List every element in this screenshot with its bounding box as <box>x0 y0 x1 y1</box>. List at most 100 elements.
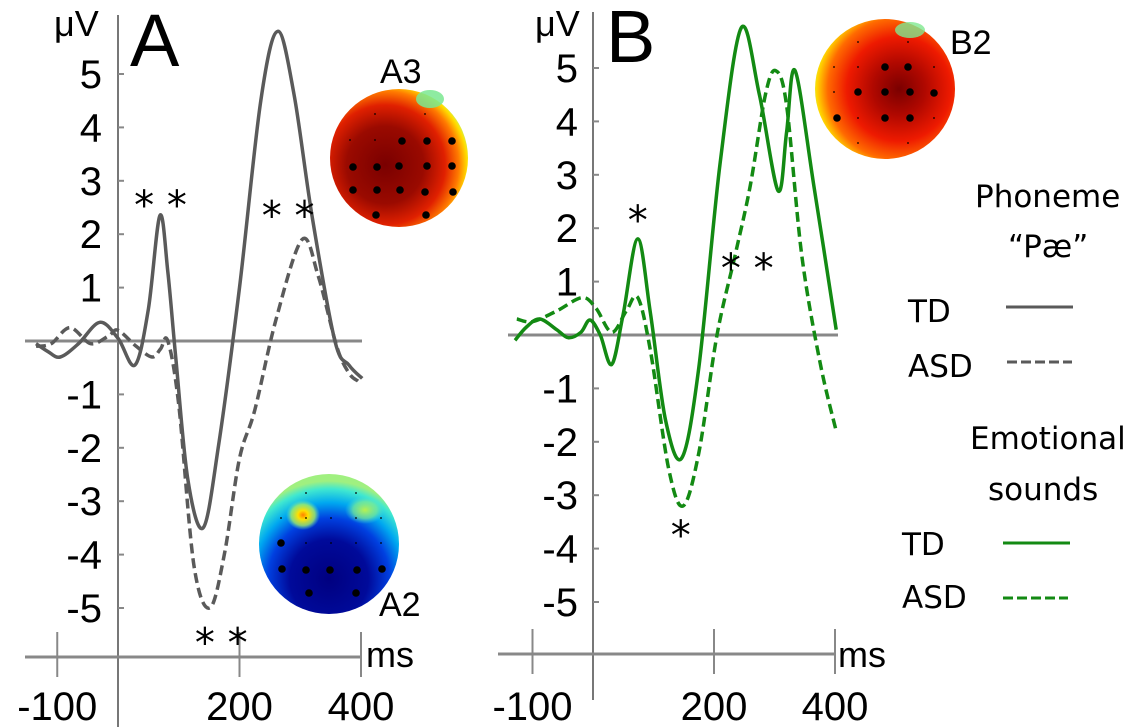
electrode-significant <box>904 63 912 71</box>
panel-b-significance-marker: * * <box>721 246 774 292</box>
electrode-significant <box>353 566 361 574</box>
panel-b-x-tick-label: 400 <box>802 685 869 727</box>
panel-a-y-tick-label: -1 <box>66 373 102 417</box>
legend-group-2-title-line-1: Emotional <box>970 421 1126 457</box>
electrode-significant <box>422 211 430 219</box>
electrode <box>857 117 859 119</box>
electrode-significant <box>881 88 889 96</box>
legend-group-2-title-line-2: sounds <box>988 472 1098 508</box>
electrode-significant <box>398 137 406 145</box>
electrode <box>833 66 835 68</box>
panel-a-significance-marker: * * <box>195 621 248 667</box>
electrode-significant <box>395 162 403 170</box>
electrode <box>305 517 307 519</box>
electrode <box>907 41 909 43</box>
electrode <box>305 542 307 544</box>
panel-a-y-unit: μV <box>54 3 99 44</box>
panel-b-significance-marker: * <box>628 198 648 244</box>
panel-b-y-tick-label: -1 <box>542 367 578 411</box>
legend-group-2-entry-1-label: TD <box>901 527 945 563</box>
panel-b-y-tick-label: 4 <box>556 100 578 144</box>
panel-b-y-tick-label: 5 <box>556 47 578 91</box>
panel-a-y-tick-label: 4 <box>80 106 102 150</box>
panel-a-label: A <box>130 0 180 82</box>
electrode <box>305 492 307 494</box>
electrode <box>380 542 382 544</box>
electrode-significant <box>421 188 429 196</box>
electrode <box>857 41 859 43</box>
topomap-b2-cool-spot <box>895 22 925 38</box>
electrode <box>933 117 935 119</box>
panel-b-y-tick-label: 3 <box>556 154 578 198</box>
topomap-a2-label: A2 <box>379 586 421 624</box>
panel-a-y-tick-label: 2 <box>80 213 102 257</box>
electrode <box>280 517 282 519</box>
electrode-significant <box>449 188 457 196</box>
electrode-significant <box>278 565 286 573</box>
electrode-significant <box>396 186 404 194</box>
panel-a-x-tick-label: 200 <box>206 685 273 727</box>
electrode-significant <box>352 589 360 597</box>
electrode-significant <box>906 88 914 96</box>
electrode-significant <box>378 565 386 573</box>
electrode-significant <box>854 88 862 96</box>
legend-group-1-title-line-2: “Pæ” <box>1008 229 1088 265</box>
topomap-a2: A2 <box>259 474 421 624</box>
panel-b-x-unit: ms <box>838 634 886 675</box>
panel-a-significance-marker: * * <box>262 194 315 240</box>
panel-a-x-tick-label: -100 <box>17 685 97 727</box>
panel-b-y-tick-label: 1 <box>556 261 578 305</box>
topomap-a2-electrodes <box>277 492 386 597</box>
panel-b-series-asd-dashed <box>516 68 838 508</box>
panel-a-y-tick-label: 5 <box>80 53 102 97</box>
electrode <box>907 142 909 144</box>
panel-a-y-tick-label: -3 <box>66 480 102 524</box>
panel-b-y-tick-label: -3 <box>542 474 578 518</box>
electrode-significant <box>349 163 357 171</box>
legend-group-1-entry-2-label: ASD <box>908 349 973 385</box>
topomap-a3: A3 <box>330 53 468 227</box>
panel-b-y-tick-label: -4 <box>542 528 578 572</box>
panel-b-significance-marker: * <box>671 513 691 559</box>
electrode <box>355 492 357 494</box>
electrode <box>857 142 859 144</box>
topomap-a2-warm-spot <box>286 500 320 530</box>
electrode <box>374 113 376 115</box>
panel-b-y-tick-label: 2 <box>556 207 578 251</box>
electrode-significant <box>448 137 456 145</box>
topomap-a3-label: A3 <box>380 53 422 91</box>
panel-a-y-tick-label: 3 <box>80 160 102 204</box>
electrode <box>330 542 332 544</box>
panel-a-y-tick-label: -5 <box>66 587 102 631</box>
electrode-significant <box>930 89 938 97</box>
topomap-a2-warm-spot-2 <box>345 496 385 524</box>
panel-a-y-tick-label: -4 <box>66 534 102 578</box>
panel-a-x-unit: ms <box>366 634 414 675</box>
topomap-a3-electrodes <box>349 113 457 219</box>
panel-b-label: B <box>606 0 655 78</box>
legend-group-2-entry-2-label: ASD <box>902 580 967 616</box>
topomap-a3-head <box>330 89 468 227</box>
legend-group-1-title-line-1: Phoneme <box>975 179 1120 215</box>
panel-b-y-tick-label: -5 <box>542 581 578 625</box>
electrode <box>424 113 426 115</box>
electrode-significant <box>423 162 431 170</box>
electrode-significant <box>372 211 380 219</box>
electrode <box>833 91 835 93</box>
electrode <box>374 139 376 141</box>
electrode-significant <box>305 589 313 597</box>
panel-b-x-tick-label: 200 <box>681 685 748 727</box>
panel-a-series-td-solid <box>35 29 364 531</box>
electrode <box>355 517 357 519</box>
topomap-b2: B2 <box>815 19 992 159</box>
panel-a: 5 4 3 2 1 -1 -2 -3 -4 -5 -100 200 400 μV A ms A3 A2… <box>17 0 468 727</box>
panel-a-y-tick-label: -2 <box>66 427 102 471</box>
electrode-significant <box>448 162 456 170</box>
electrode-significant <box>881 114 889 122</box>
electrode-significant <box>277 539 285 547</box>
electrode <box>380 517 382 519</box>
topomap-b2-label: B2 <box>950 24 992 62</box>
electrode-significant <box>326 566 334 574</box>
panel-b-series-td-solid <box>513 24 838 462</box>
